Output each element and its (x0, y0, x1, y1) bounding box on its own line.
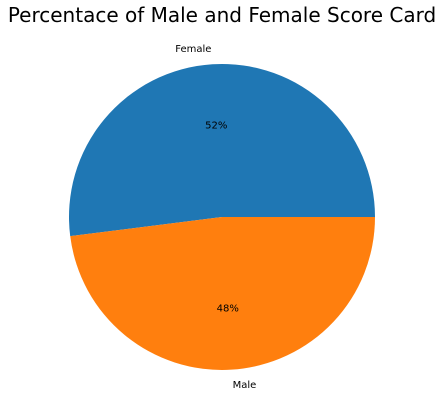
percent-label-male: 48% (217, 304, 239, 315)
slice-label-female: Female (175, 44, 211, 55)
slices-layer (68, 63, 376, 370)
slice-label-male: Male (233, 380, 257, 391)
percent-label-female: 52% (205, 120, 227, 131)
pie-slice-male (70, 217, 376, 370)
chart-title: Percentace of Male and Female Score Card (8, 3, 436, 27)
labels-layer: Female 52% Male 48% (175, 44, 256, 391)
pie-slice-female (68, 63, 375, 237)
